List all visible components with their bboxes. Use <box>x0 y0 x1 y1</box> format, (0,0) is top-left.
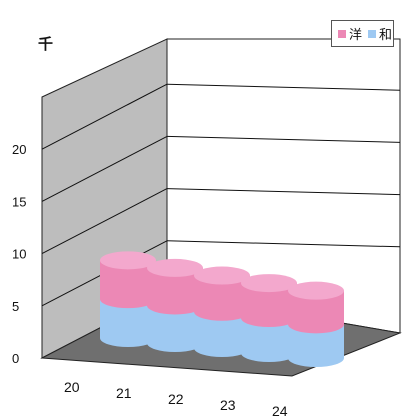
y-unit-label: 千 <box>38 36 54 53</box>
bar-top <box>194 266 250 285</box>
bar-segment <box>288 290 344 334</box>
legend-label: 和 <box>379 27 393 42</box>
y-tick-label: 20 <box>12 142 26 157</box>
x-tick-label: 22 <box>168 391 184 407</box>
legend-label: 洋 <box>349 27 363 42</box>
bar-segment <box>147 267 203 315</box>
y-tick-label: 15 <box>12 194 26 209</box>
gridline <box>166 135 401 143</box>
x-tick-label: 21 <box>116 385 132 401</box>
x-tick-label: 20 <box>64 379 80 395</box>
y-tick-label: 10 <box>12 247 26 262</box>
gridline <box>41 135 168 202</box>
gridline <box>41 188 168 255</box>
legend: 洋 和 <box>331 20 394 47</box>
bar-segment <box>288 324 344 367</box>
x-tick-label: 24 <box>272 403 288 419</box>
bar-segment <box>241 283 297 328</box>
bar-top <box>147 258 203 277</box>
y-tick-label: 5 <box>12 299 19 314</box>
gridline <box>166 240 401 248</box>
bar-segment <box>194 275 250 321</box>
bar-segment <box>194 311 250 357</box>
bar-segment <box>241 318 297 362</box>
legend-item-series-2: 洋 <box>338 24 362 43</box>
legend-item-series-1: 和 <box>368 24 392 43</box>
bar-segment <box>100 260 156 309</box>
y-tick-label: 0 <box>12 351 19 366</box>
legend-swatch-icon <box>368 29 377 38</box>
bar-top <box>241 274 297 293</box>
bar-segment <box>100 299 156 347</box>
x-tick-label: 23 <box>220 397 236 413</box>
gridline <box>166 188 401 196</box>
gridline <box>41 83 168 150</box>
bar-segment <box>147 305 203 352</box>
bar-top <box>100 251 156 270</box>
legend-swatch-icon <box>338 29 346 38</box>
bar-top <box>288 281 344 300</box>
gridline <box>166 83 401 91</box>
